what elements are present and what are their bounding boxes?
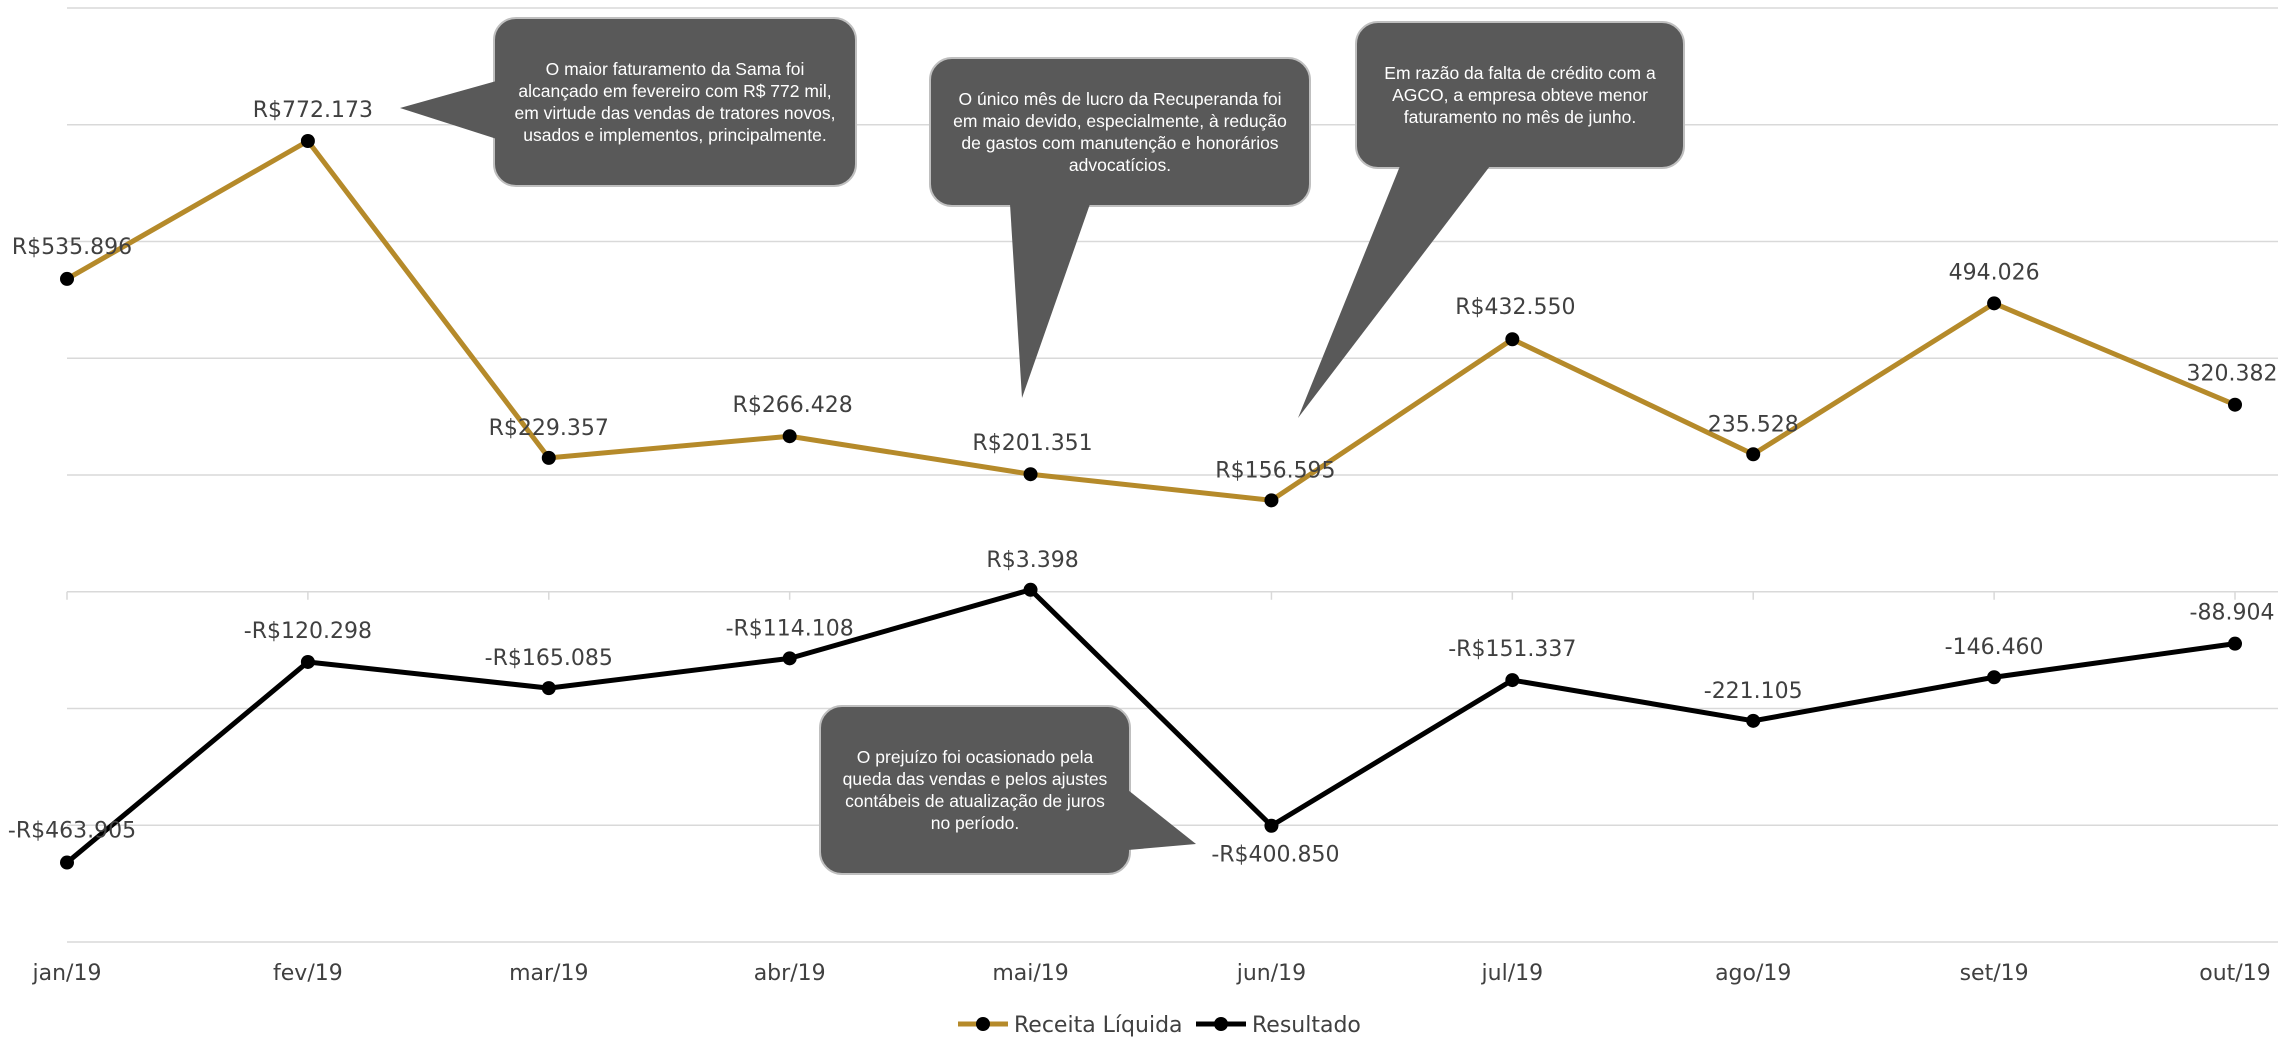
legend-marker [976,1017,990,1031]
gridlines [67,7,2278,943]
data-point [1505,332,1520,347]
callout-loss-box-pointer [1128,790,1196,850]
data-point [1987,296,2002,311]
data-label: -88.904 [2190,601,2275,626]
callout-may-box-pointer [1010,204,1090,398]
data-point [60,271,74,286]
callout-june: Em razão da falta de crédito com a AGCO,… [1384,63,1656,127]
data-label: 494.026 [1949,260,2040,285]
data-label: R$229.357 [489,416,609,441]
data-point [300,654,315,669]
data-label: -221.105 [1704,679,1803,704]
data-label: -R$120.298 [244,619,372,644]
x-tick-label: abr/19 [754,961,826,986]
data-label: R$156.595 [1215,458,1335,483]
data-label: -R$165.085 [485,646,613,671]
x-tick-label: set/19 [1960,961,2029,986]
callout-loss-box [819,705,1131,875]
data-point [782,651,797,666]
x-tick-label: ago/19 [1715,961,1791,986]
legend-marker [1214,1017,1228,1031]
series-line [65,587,2236,865]
data-label: R$535.896 [12,235,132,260]
callout-june-box [1355,21,1685,169]
data-label: 235.528 [1708,412,1799,437]
callout-june-box-pointer [1298,166,1490,418]
data-point [60,855,74,870]
x-tick-label: fev/19 [273,961,343,986]
data-point [1746,713,1761,728]
x-tick-label: jul/19 [1481,961,1544,986]
data-label: R$432.550 [1455,295,1575,320]
series-lines [65,138,2236,865]
x-tick-label: out/19 [2199,961,2270,986]
data-point [782,429,797,444]
data-point [1023,467,1038,482]
callout-loss: O prejuízo foi ocasionado pela queda das… [842,747,1108,833]
data-label: R$3.398 [986,548,1078,573]
data-point [300,133,315,148]
data-point [1987,670,2002,685]
series-line [65,138,2236,503]
legend-label: Resultado [1252,1013,1361,1038]
x-tick-label: mai/19 [992,961,1068,986]
callout-may-box [929,57,1311,207]
x-axis: jan/19 fev/19 mar/19 abr/19 mai/19 jun/19 jul/… [32,591,2271,986]
data-point [541,681,556,696]
data-label: 320.382 [2187,362,2278,387]
data-label: -R$151.337 [1448,637,1576,662]
data-label: -R$463.905 [8,819,136,844]
data-label: R$772.173 [253,98,373,123]
x-tick-label: jun/19 [1236,961,1306,986]
data-label: -R$400.850 [1211,843,1339,868]
callout-february-box-pointer [400,80,500,140]
data-label: -R$114.108 [726,616,854,641]
data-labels: R$535.896 R$772.173 R$229.357 R$266.428 R$20… [8,98,2278,868]
series-points [60,133,2242,870]
data-point [1505,673,1520,688]
legend-label: Receita Líquida [1014,1013,1183,1038]
x-tick-label: jan/19 [32,961,102,986]
data-label: R$201.351 [972,431,1092,456]
data-point [2228,636,2242,651]
legend: Receita Líquida Resultado [958,1013,1361,1038]
data-point [1746,447,1761,462]
data-point [1023,582,1038,597]
x-tick-label: mar/19 [509,961,588,986]
data-label: -146.460 [1945,635,2044,660]
callout-february: O maior faturamento da Sama foi alcançad… [514,59,836,145]
data-point [1264,818,1279,833]
data-point [2228,397,2242,412]
data-point [541,450,556,465]
callout-may: O único mês de lucro da Recuperanda foi … [953,89,1287,175]
data-label: R$266.428 [733,393,853,418]
data-point [1264,493,1279,508]
